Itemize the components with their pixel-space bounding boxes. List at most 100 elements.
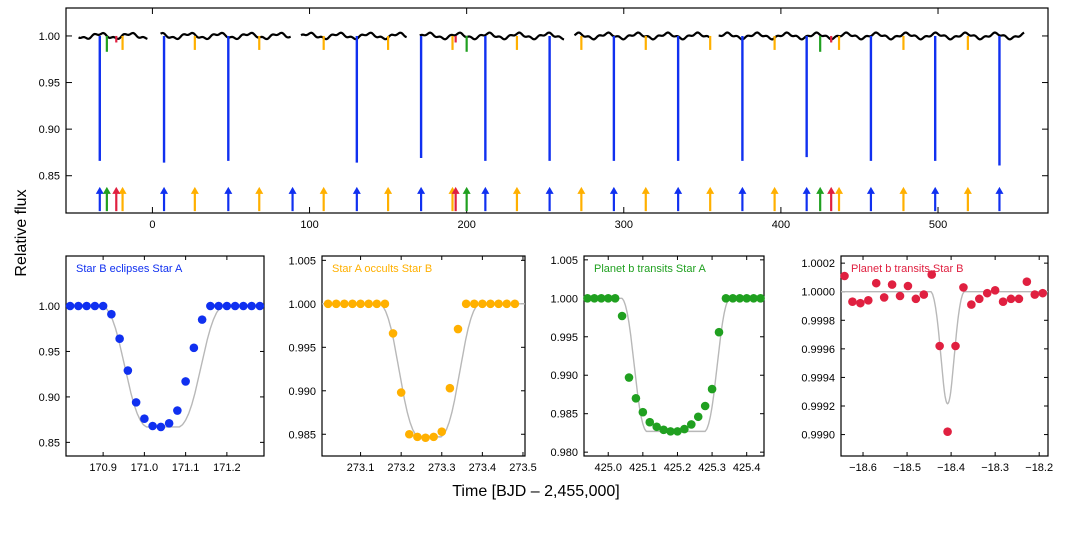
data-point: [919, 290, 929, 299]
eclipse-arrow-head: [95, 186, 104, 194]
data-point: [967, 300, 976, 309]
y-tick-label: 0.90: [39, 124, 60, 136]
data-point: [756, 294, 765, 303]
y-tick-label: 0.85: [39, 171, 60, 183]
data-point: [90, 301, 100, 311]
data-point: [356, 299, 365, 309]
data-point: [974, 294, 984, 304]
data-point: [856, 298, 865, 308]
panel-title: Planet b transits Star A: [594, 263, 707, 275]
x-tick-label: 171.2: [213, 462, 241, 474]
y-tick-label: 0.985: [288, 429, 316, 441]
x-tick-label: 425.4: [733, 462, 761, 474]
data-point: [98, 301, 108, 311]
y-tick-label: 0.95: [39, 346, 60, 358]
data-point: [65, 301, 75, 311]
eclipse-arrow-head: [481, 186, 490, 194]
y-tick-label: 0.9990: [801, 430, 835, 442]
data-point: [959, 283, 968, 292]
data-point: [617, 311, 627, 321]
x-tick-label: 300: [615, 219, 633, 231]
data-point: [131, 398, 141, 407]
data-point: [990, 285, 1000, 295]
data-point: [348, 299, 357, 309]
occultation-arrow-head: [963, 186, 972, 194]
y-tick-label: 0.9996: [801, 344, 835, 356]
light-curve-line: [300, 31, 407, 41]
occultation-arrow-head: [255, 186, 264, 194]
model-curve: [66, 305, 264, 428]
data-point: [247, 301, 256, 311]
occultation-arrow-head: [384, 186, 393, 194]
data-point: [173, 406, 182, 415]
y-tick-label: 0.995: [288, 342, 316, 354]
y-tick-label: 0.9994: [801, 372, 835, 384]
x-tick-label: −18.2: [1025, 462, 1053, 474]
data-point: [222, 301, 232, 311]
plot-frame: [583, 255, 765, 457]
data-point: [123, 366, 133, 375]
y-tick-label: 0.985: [550, 409, 578, 421]
x-tick-label: 171.0: [131, 462, 159, 474]
data-point: [631, 394, 641, 403]
eclipse-arrow-head: [288, 186, 297, 194]
transit-a-arrow-head: [462, 186, 471, 194]
data-point: [239, 301, 248, 311]
y-tick-label: 0.95: [39, 78, 60, 90]
eclipse-arrow-head: [995, 186, 1004, 194]
data-point: [721, 294, 731, 303]
data-point: [486, 299, 495, 309]
y-tick-label: 0.90: [39, 392, 60, 404]
data-point: [230, 301, 240, 311]
y-tick-label: 0.990: [288, 386, 316, 398]
y-tick-label: 1.005: [550, 255, 578, 267]
eclipse-arrow-head: [609, 186, 618, 194]
data-point: [935, 341, 944, 351]
data-point: [659, 425, 668, 435]
x-tick-label: 273.1: [347, 462, 375, 474]
occultation-arrow-head: [118, 186, 127, 194]
eclipse-arrow-head: [417, 186, 426, 194]
plot-frame: [840, 255, 1049, 457]
occultation-arrow-head: [512, 186, 521, 194]
eclipse-arrow-head: [224, 186, 233, 194]
light-curve-line: [78, 31, 148, 41]
data-point: [323, 299, 333, 309]
data-point: [107, 309, 116, 319]
light-curve-panel: 0 100 200 300 400 500 0.85 0.90 0.95 1.00: [39, 7, 1049, 231]
data-point: [895, 291, 905, 301]
y-tick-label: 0.9992: [801, 401, 835, 413]
data-point: [380, 299, 390, 309]
y-tick-label: 1.00: [39, 301, 60, 313]
x-tick-label: 200: [457, 219, 475, 231]
data-point: [404, 429, 414, 439]
y-tick-label: 1.000: [550, 293, 578, 305]
data-point: [396, 388, 406, 397]
eclipse-arrow-head: [352, 186, 361, 194]
eclipse-arrow-head: [545, 186, 554, 194]
x-tick-label: −18.5: [893, 462, 921, 474]
x-tick-label: −18.3: [981, 462, 1009, 474]
data-point: [331, 299, 341, 309]
data-point: [927, 270, 937, 279]
y-tick-label: 0.995: [550, 332, 578, 344]
y-tick-label: 0.85: [39, 437, 60, 449]
x-tick-label: 170.9: [89, 462, 117, 474]
occultation-arrow-head: [706, 186, 715, 194]
plot-frame: [65, 7, 1049, 214]
data-point: [673, 427, 682, 436]
occultation-arrow-head: [190, 186, 199, 194]
light-curve-line: [573, 31, 710, 41]
plot-frame: [321, 255, 526, 457]
x-tick-label: 425.3: [698, 462, 726, 474]
data-point: [1022, 277, 1032, 287]
data-point: [74, 301, 83, 311]
data-point: [879, 293, 889, 302]
data-point: [148, 421, 157, 431]
data-point: [903, 281, 913, 291]
data-point: [583, 294, 592, 303]
data-point: [181, 377, 190, 386]
occultation-arrow-head: [835, 186, 844, 194]
data-point: [911, 294, 921, 304]
